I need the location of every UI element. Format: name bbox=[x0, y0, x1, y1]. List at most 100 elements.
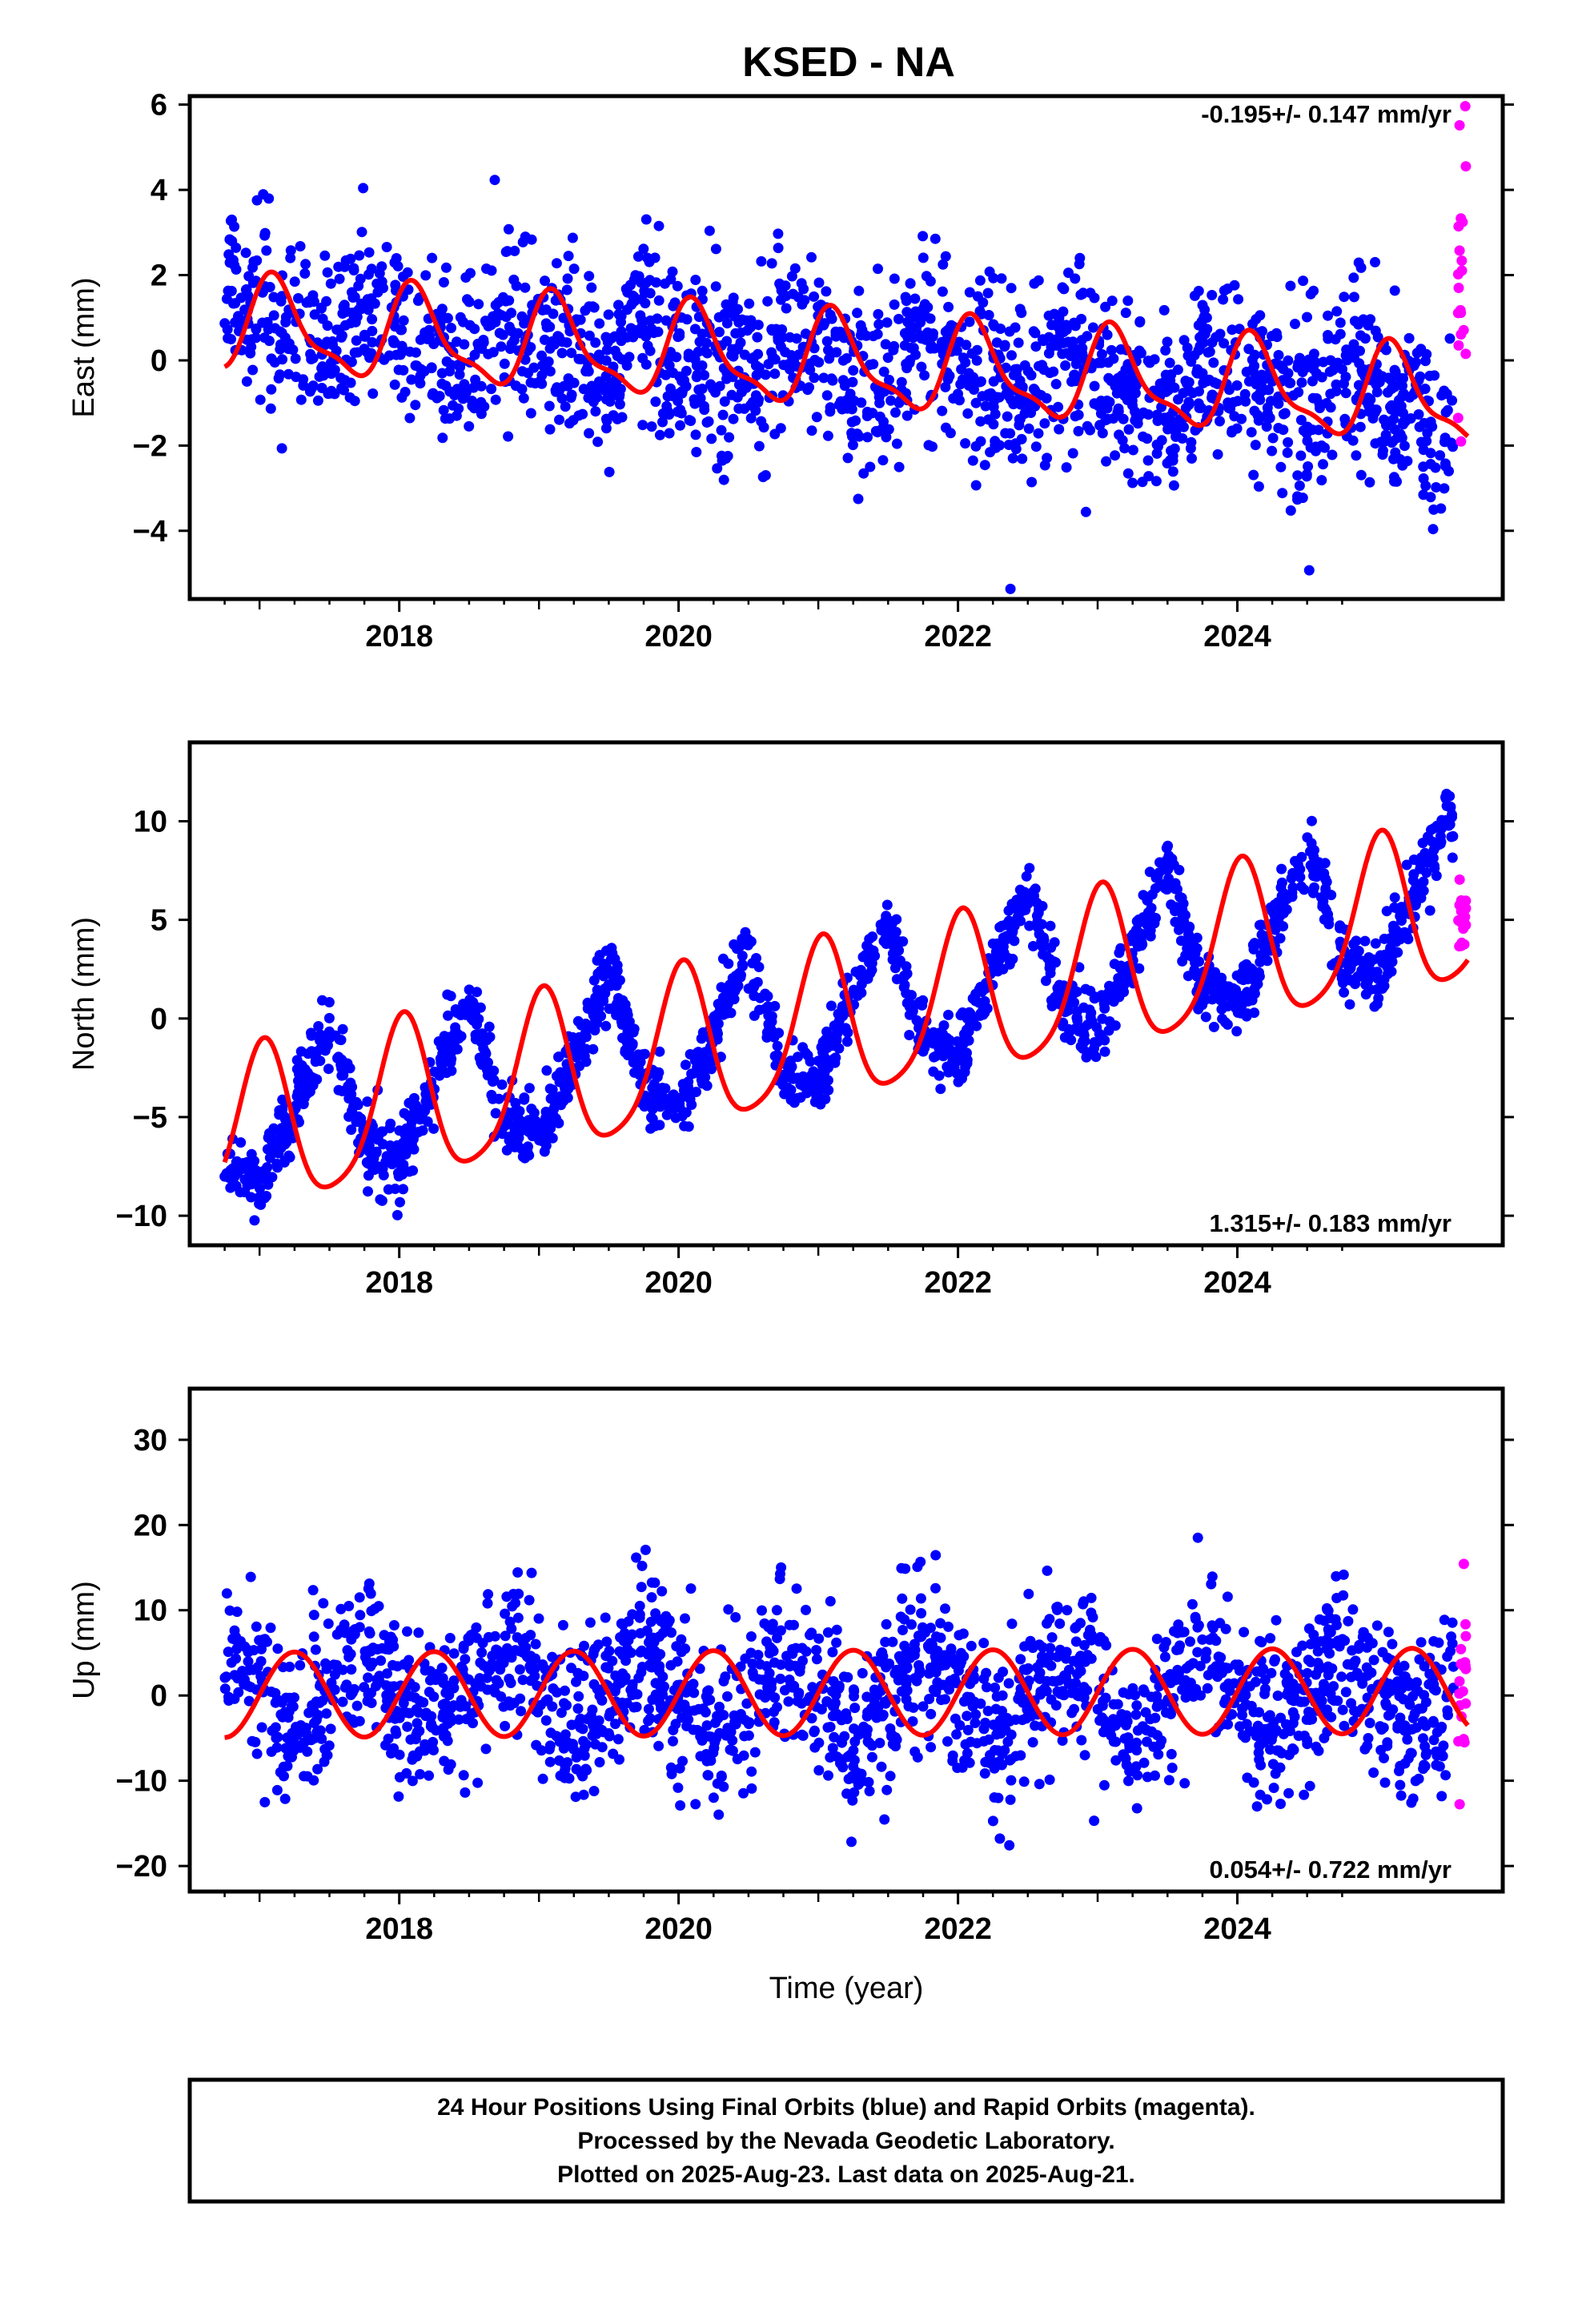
data-point bbox=[1006, 350, 1017, 361]
data-point bbox=[363, 247, 375, 258]
data-point bbox=[1130, 415, 1141, 426]
data-point bbox=[396, 392, 408, 403]
data-point bbox=[389, 379, 400, 390]
data-point bbox=[903, 328, 914, 339]
data-point bbox=[440, 380, 452, 392]
data-point bbox=[594, 318, 605, 329]
data-point bbox=[692, 369, 703, 380]
data-point bbox=[896, 376, 907, 388]
data-point bbox=[420, 270, 432, 281]
data-point bbox=[1061, 320, 1072, 331]
data-point bbox=[1094, 1028, 1105, 1039]
data-point bbox=[476, 408, 487, 420]
data-point bbox=[749, 352, 760, 363]
data-point bbox=[504, 1673, 515, 1684]
data-point bbox=[262, 316, 273, 328]
data-point bbox=[881, 317, 893, 328]
data-point bbox=[881, 899, 893, 911]
data-point bbox=[318, 370, 329, 381]
data-point bbox=[646, 1112, 656, 1123]
data-point bbox=[680, 1059, 691, 1071]
data-point bbox=[826, 313, 837, 324]
data-point bbox=[410, 400, 421, 411]
data-point bbox=[1045, 920, 1056, 931]
data-point bbox=[1288, 390, 1299, 401]
data-point bbox=[715, 1003, 726, 1015]
data-point bbox=[822, 430, 833, 441]
data-point bbox=[441, 356, 452, 367]
data-point bbox=[1436, 814, 1447, 826]
data-point bbox=[1421, 436, 1432, 447]
data-point bbox=[276, 1123, 287, 1134]
data-point bbox=[332, 1052, 343, 1063]
data-point bbox=[1232, 396, 1243, 407]
data-point bbox=[1337, 977, 1348, 988]
data-point bbox=[756, 255, 767, 267]
data-point bbox=[283, 368, 294, 380]
y-tick-label: 4 bbox=[151, 174, 167, 207]
data-point bbox=[1296, 377, 1307, 388]
data-point bbox=[662, 391, 673, 402]
data-point bbox=[640, 287, 651, 298]
data-point bbox=[1279, 1668, 1291, 1679]
data-point bbox=[1089, 1037, 1100, 1047]
data-point bbox=[1010, 322, 1021, 333]
data-point bbox=[1073, 409, 1084, 420]
data-point bbox=[760, 369, 771, 380]
data-point bbox=[643, 1703, 654, 1715]
data-point bbox=[324, 1032, 335, 1043]
data-point bbox=[444, 1633, 456, 1643]
data-point bbox=[241, 376, 252, 387]
data-point bbox=[541, 1065, 552, 1076]
data-point bbox=[1256, 929, 1267, 940]
data-point bbox=[930, 233, 941, 244]
data-point bbox=[915, 1556, 926, 1567]
data-point bbox=[1305, 288, 1316, 300]
data-point bbox=[1327, 449, 1338, 460]
data-point bbox=[1427, 524, 1439, 535]
data-point bbox=[544, 366, 556, 377]
data-point bbox=[1227, 324, 1238, 336]
data-point bbox=[1075, 289, 1086, 300]
data-point bbox=[243, 1656, 254, 1667]
data-point bbox=[1381, 1700, 1392, 1711]
data-point bbox=[1407, 1793, 1419, 1804]
data-point bbox=[526, 1567, 537, 1578]
data-point bbox=[990, 1683, 1001, 1693]
data-point bbox=[397, 1169, 408, 1180]
data-point bbox=[584, 428, 595, 439]
data-point bbox=[512, 1612, 524, 1623]
data-point bbox=[496, 1691, 507, 1702]
data-point bbox=[1270, 914, 1281, 925]
data-point bbox=[1006, 927, 1018, 939]
y-tick-label: 6 bbox=[151, 89, 167, 123]
data-point bbox=[866, 1751, 877, 1763]
data-point bbox=[800, 1047, 811, 1058]
data-point bbox=[1049, 308, 1060, 320]
data-point bbox=[637, 420, 648, 431]
data-point bbox=[962, 408, 974, 419]
x-tick-label: 2022 bbox=[924, 620, 992, 653]
data-point bbox=[1273, 350, 1284, 360]
data-point bbox=[853, 285, 865, 296]
data-point bbox=[296, 1091, 307, 1102]
x-tick-label: 2020 bbox=[644, 620, 713, 653]
data-point bbox=[451, 336, 462, 348]
data-point bbox=[408, 1144, 420, 1155]
data-point bbox=[398, 344, 408, 356]
data-point bbox=[1248, 469, 1259, 480]
data-point bbox=[1131, 1700, 1142, 1711]
data-point bbox=[398, 271, 408, 282]
data-point bbox=[1250, 369, 1261, 380]
data-point bbox=[500, 296, 512, 307]
data-point bbox=[754, 1689, 765, 1700]
data-point bbox=[560, 401, 571, 412]
data-point bbox=[1044, 368, 1055, 379]
data-point bbox=[1287, 882, 1299, 893]
data-point bbox=[1428, 1636, 1439, 1647]
data-point bbox=[977, 391, 988, 402]
data-point bbox=[334, 1034, 345, 1045]
data-point bbox=[932, 1031, 943, 1043]
data-point bbox=[825, 406, 836, 417]
